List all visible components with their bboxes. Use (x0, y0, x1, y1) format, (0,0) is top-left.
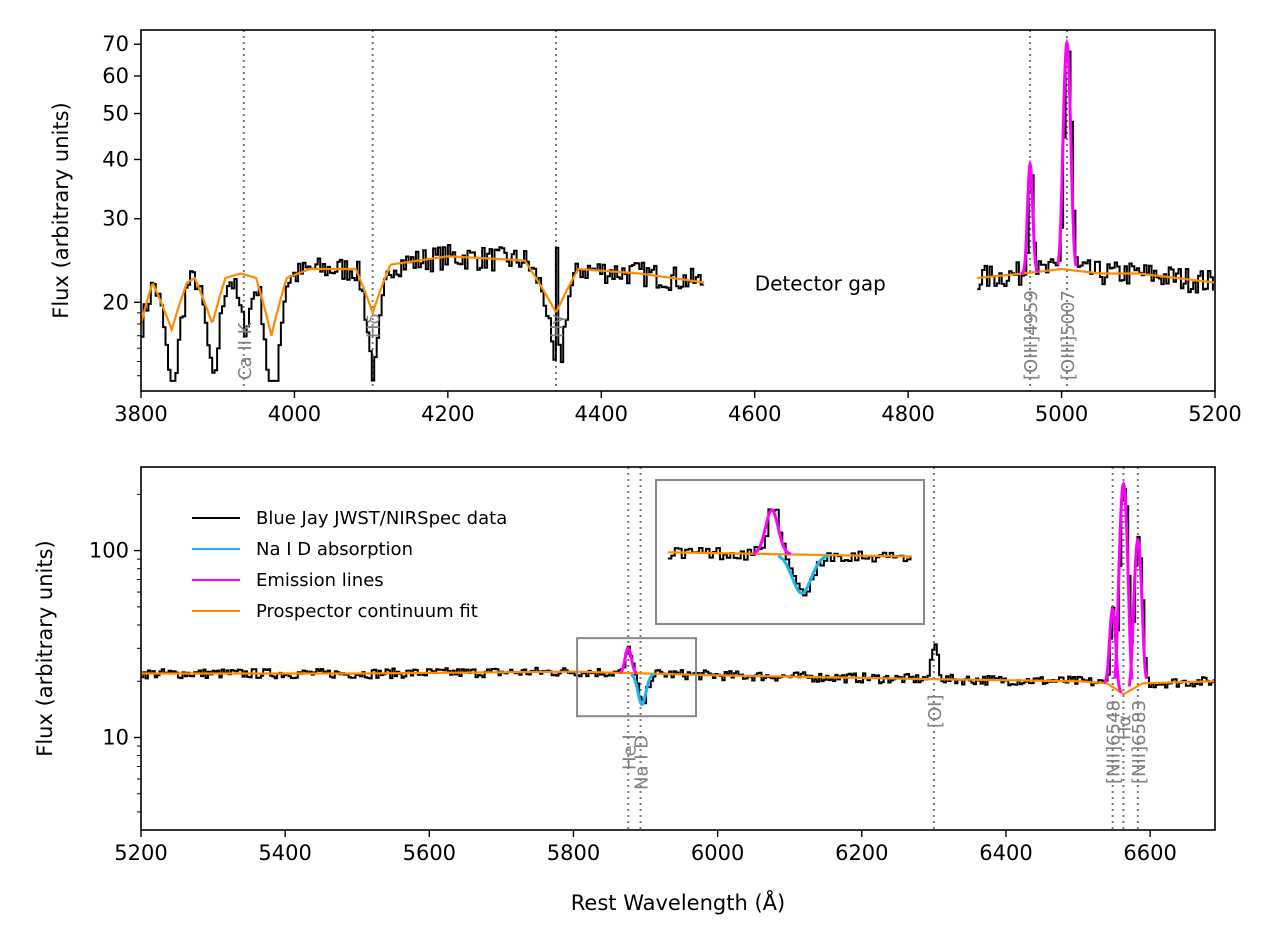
x-tick-label: 5800 (547, 841, 600, 865)
x-tick-label: 5400 (258, 841, 311, 865)
plot-area (141, 481, 1215, 707)
continuum-fit (141, 670, 1215, 696)
x-tick-label: 6000 (691, 841, 744, 865)
marker-label: Hγ (547, 313, 568, 338)
x-tick-label: 5000 (1035, 402, 1088, 426)
marker-label: Na I D (632, 735, 653, 790)
legend-label: Blue Jay JWST/NIRSpec data (256, 508, 507, 529)
legend: Blue Jay JWST/NIRSpec data Na I D absorpt… (192, 508, 507, 622)
marker-label: [NII]6548 (1104, 700, 1125, 784)
zoom-region-box (576, 637, 698, 718)
detector-gap-label: Detector gap (755, 272, 886, 296)
emission-line-model (1127, 537, 1148, 687)
y-tick-label: 30 (102, 207, 129, 231)
y-axis-label: Flux (arbitrary units) (49, 102, 73, 318)
x-axis-label: Rest Wavelength (Å) (571, 889, 785, 915)
x-tick-label: 4000 (268, 402, 321, 426)
x-tick-label: 5600 (403, 841, 456, 865)
x-tick-label: 5200 (1188, 402, 1241, 426)
y-tick-label: 100 (89, 539, 129, 563)
marker-label: He I (619, 734, 640, 770)
marker-label: Ca II K (235, 321, 256, 380)
data-spectrum-red (977, 50, 1214, 294)
data-spectrum (141, 488, 1215, 705)
y-tick-label: 20 (102, 290, 129, 314)
marker-label: [NII]6583 (1129, 700, 1150, 784)
emission-line-model (619, 646, 638, 675)
x-tick-label: 4600 (728, 402, 781, 426)
y-tick-label: 40 (102, 147, 129, 171)
marker-label: [OIII]5007 (1058, 290, 1079, 380)
legend-label: Na I D absorption (256, 539, 413, 560)
y-axis-label: Flux (arbitrary units) (33, 540, 57, 756)
legend-label: Emission lines (256, 570, 384, 591)
x-tick-label: 5200 (114, 841, 167, 865)
bottom-panel: Blue Jay JWST/NIRSpec data Na I D absorpt… (33, 466, 1216, 915)
x-tick-label: 4400 (575, 402, 628, 426)
x-tick-label: 6200 (835, 841, 888, 865)
y-tick-label: 50 (102, 102, 129, 126)
x-tick-label: 3800 (114, 402, 167, 426)
emission-line-model (1020, 159, 1040, 276)
y-tick-label: 70 (102, 32, 129, 56)
nad-absorption-model (630, 672, 655, 707)
emission-line-model (1056, 38, 1078, 267)
inset-absorption (777, 554, 829, 595)
axes-frame (140, 29, 1216, 392)
legend-label: Prospector continuum fit (256, 601, 478, 622)
x-tick-label: 4800 (881, 402, 934, 426)
top-panel: Detector gap Ca II K Hδ Hγ [OIII]4959 [OIII]5… (49, 29, 1242, 426)
data-spectrum-blue (141, 244, 705, 382)
x-tick-label: 6600 (1123, 841, 1176, 865)
x-tick-label: 4200 (421, 402, 474, 426)
y-tick-label: 60 (102, 64, 129, 88)
y-tick-label: 10 (102, 726, 129, 750)
marker-label: Hδ (364, 313, 385, 338)
inset-plot (667, 508, 913, 597)
emission-line-model (1103, 606, 1123, 694)
continuum-fit-red (977, 267, 1215, 284)
marker-label: Hα (1114, 715, 1135, 740)
inset-emission (752, 508, 792, 556)
x-tick-label: 6400 (979, 841, 1032, 865)
plot-area (141, 38, 1215, 382)
marker-label: [OIII]4959 (1021, 290, 1042, 380)
marker-label: [OI] (925, 694, 946, 728)
emission-line-model (1113, 481, 1134, 680)
continuum-fit-blue (141, 255, 705, 336)
